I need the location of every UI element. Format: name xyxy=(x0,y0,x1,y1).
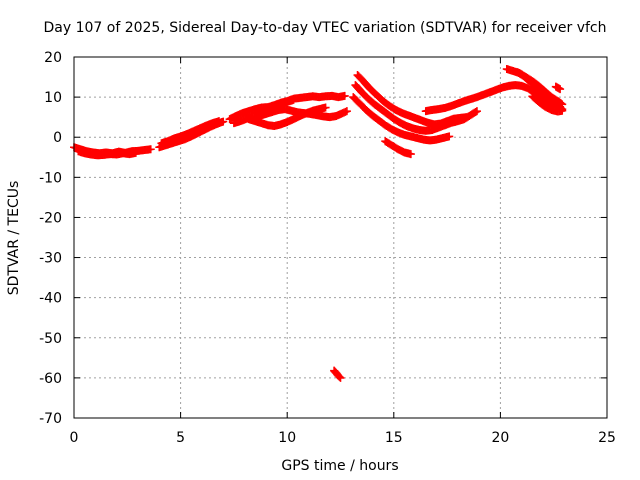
plot-frame xyxy=(73,56,608,419)
data-point-marker xyxy=(214,117,223,126)
data-point-marker xyxy=(321,103,330,112)
series-arc-16 xyxy=(513,68,567,114)
data-point-marker xyxy=(556,85,565,94)
x-tick-label: 15 xyxy=(385,430,403,446)
data-point-marker xyxy=(336,373,345,382)
data-points xyxy=(70,65,567,382)
y-tick-label: 10 xyxy=(44,90,62,106)
series-arc-2 xyxy=(74,147,140,160)
series-arc-18 xyxy=(551,82,565,94)
y-tick-label: -60 xyxy=(39,371,62,387)
data-point-marker xyxy=(445,132,454,141)
y-tick-label: -40 xyxy=(39,291,62,307)
x-tick-label: 5 xyxy=(176,430,185,446)
y-axis-label: SDTVAR / TECUs xyxy=(6,181,22,296)
y-tick-label: 20 xyxy=(44,50,62,66)
series-arc-4 xyxy=(157,117,223,148)
x-tick-label: 20 xyxy=(491,430,509,446)
x-tick-labels: 0 5 10 15 20 25 xyxy=(70,430,616,446)
data-point-marker xyxy=(406,150,415,159)
series-arc-7 xyxy=(244,103,330,130)
data-point-marker xyxy=(146,145,155,154)
series-arc-9 xyxy=(330,366,345,382)
y-tick-labels: 20 10 0 -10 -20 -30 -40 -50 -60 -70 xyxy=(39,50,62,427)
x-tick-label: 25 xyxy=(598,430,616,446)
data-point-marker xyxy=(335,372,344,381)
y-tick-label: 0 xyxy=(53,130,62,146)
x-tick-label: 10 xyxy=(278,430,296,446)
series-arc-17 xyxy=(528,92,567,116)
data-point-marker xyxy=(342,107,351,116)
series-arc-12 xyxy=(349,93,454,145)
chart-title: Day 107 of 2025, Sidereal Day-to-day VTE… xyxy=(43,20,606,36)
data-point-marker xyxy=(131,148,140,157)
x-axis-label: GPS time / hours xyxy=(281,458,398,474)
x-tick-label: 0 xyxy=(70,430,79,446)
y-tick-label: -70 xyxy=(39,411,62,427)
y-tick-label: -30 xyxy=(39,251,62,267)
data-point-marker xyxy=(471,107,480,116)
series-arc-11 xyxy=(351,81,481,135)
y-tick-label: -20 xyxy=(39,210,62,226)
series-arc-13 xyxy=(381,137,415,159)
y-tick-label: -10 xyxy=(39,170,62,186)
data-point-marker xyxy=(289,95,298,104)
data-point-marker xyxy=(558,106,567,115)
series-arc-8 xyxy=(251,95,298,118)
data-point-marker xyxy=(472,107,481,116)
data-point-marker xyxy=(340,91,349,100)
y-tick-label: -50 xyxy=(39,331,62,347)
